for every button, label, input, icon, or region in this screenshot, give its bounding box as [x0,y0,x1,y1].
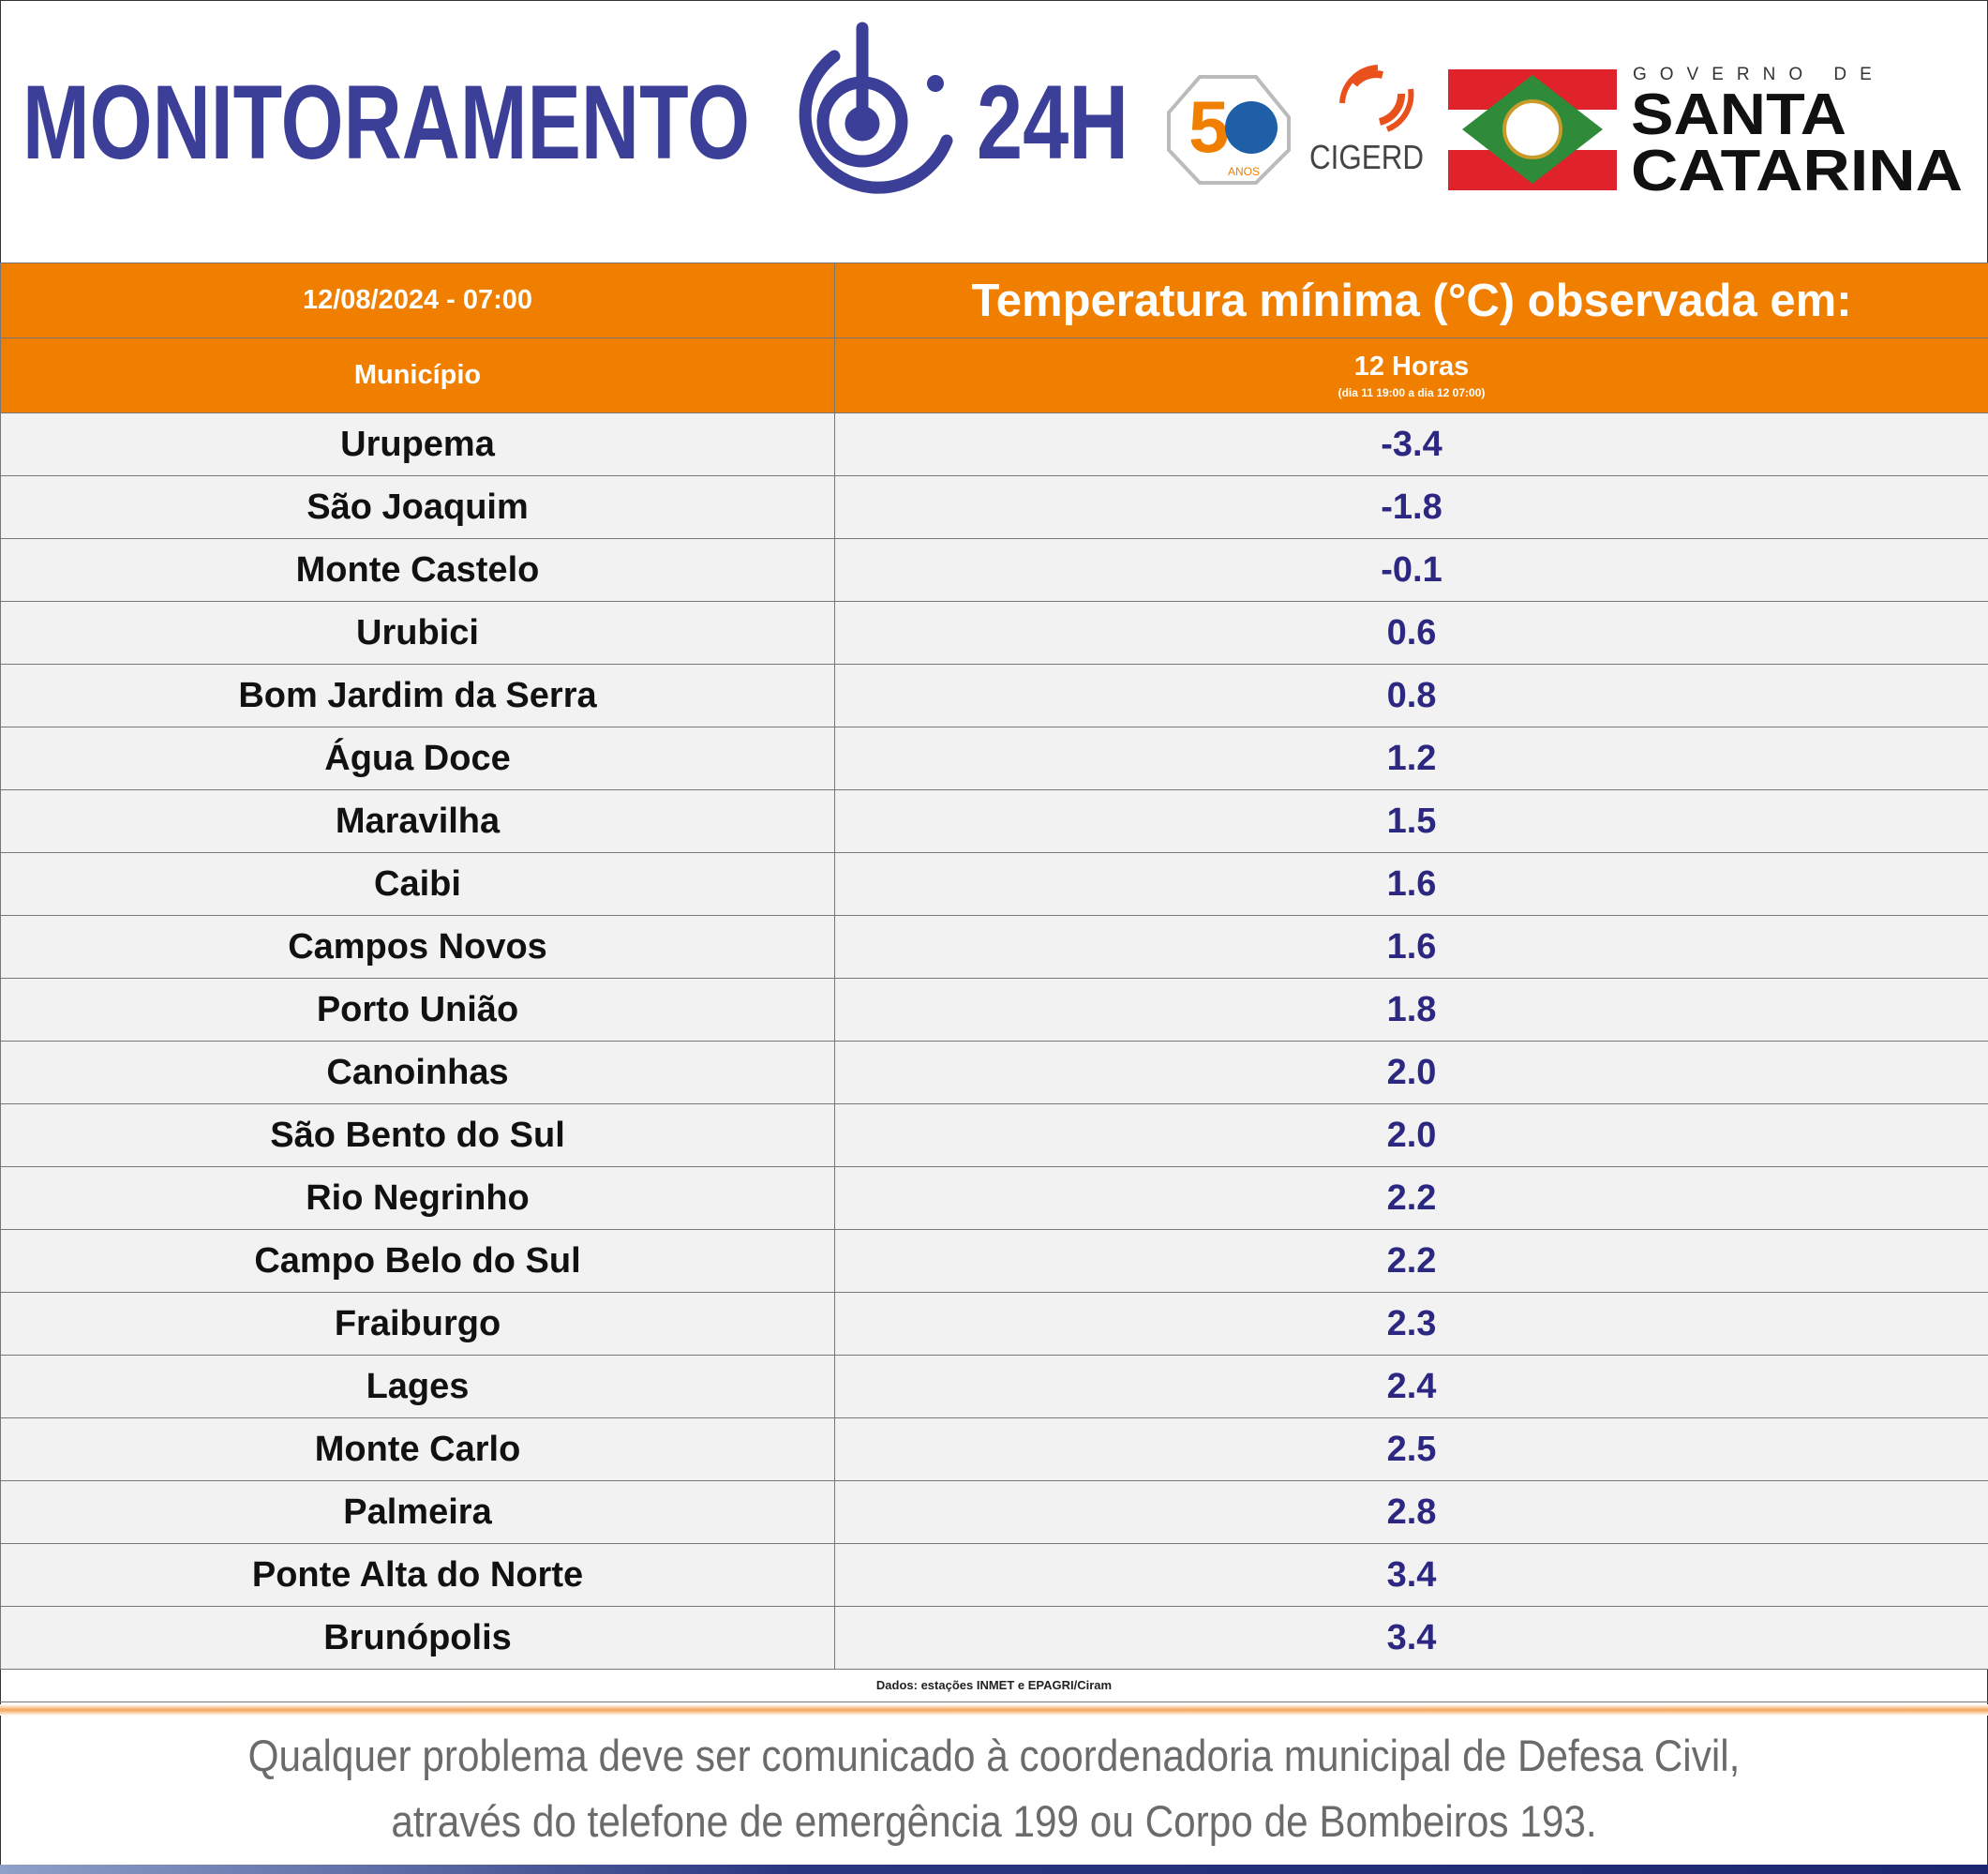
header: MONITORAMENTO 24H 5 ANOS CIGERD GOVERNO … [22,22,1963,203]
data-row: Urupema -3.4 [0,412,1988,476]
temperature: 1.8 [834,978,1988,1042]
temperature: -0.1 [834,538,1988,602]
data-row: Caibi 1.6 [0,852,1988,916]
municipality: Porto União [0,978,835,1042]
data-row: Rio Negrinho 2.2 [0,1166,1988,1230]
gov-prefix: GOVERNO DE [1633,65,1885,84]
col-period: 12 Horas [1353,352,1470,382]
data-row: Canoinhas 2.0 [0,1041,1988,1104]
municipality: Maravilha [0,789,835,853]
municipality: Água Doce [0,727,835,790]
municipality: Canoinhas [0,1041,835,1104]
municipality: Campos Novos [0,915,835,979]
column-row: Município 12 Horas (dia 11 19:00 a dia 1… [0,337,1988,413]
temperature: 2.4 [834,1355,1988,1418]
temperature: 3.4 [834,1543,1988,1607]
municipality: Rio Negrinho [0,1166,835,1230]
municipality: Ponte Alta do Norte [0,1543,835,1607]
data-row: Monte Carlo 2.5 [0,1417,1988,1481]
badge-50: 5 ANOS [1167,75,1291,185]
temperature: 1.5 [834,789,1988,853]
municipality: Urupema [0,412,835,476]
datetime: 12/08/2024 - 07:00 [0,262,835,338]
municipality: São Bento do Sul [0,1103,835,1167]
municipality: Lages [0,1355,835,1418]
header-row: 12/08/2024 - 07:00 Temperatura mínima (°… [0,262,1988,338]
municipality: Bom Jardim da Serra [0,664,835,727]
divider [0,1704,1988,1716]
cigerd: CIGERD [1309,138,1424,176]
temperature: 1.6 [834,915,1988,979]
logo-icon [799,22,953,194]
data-row: São Bento do Sul 2.0 [0,1103,1988,1167]
data-row: Monte Castelo -0.1 [0,538,1988,602]
temperature: 2.0 [834,1103,1988,1167]
data-row: Água Doce 1.2 [0,727,1988,790]
temperature: -3.4 [834,412,1988,476]
municipality: Fraiburgo [0,1292,835,1356]
source-note: Dados: estações INMET e EPAGRI/Ciram [0,1670,1988,1702]
municipality: Urubici [0,601,835,665]
data-row: Bom Jardim da Serra 0.8 [0,664,1988,727]
title-suffix: 24H [977,64,1129,181]
temperature: -1.8 [834,475,1988,539]
data-row: Campo Belo do Sul 2.2 [0,1229,1988,1293]
footer-line2: através do telefone de emergência 199 ou… [391,1796,1597,1846]
municipality: Caibi [0,852,835,916]
data-row: Fraiburgo 2.3 [0,1292,1988,1356]
title: MONITORAMENTO [22,64,750,181]
municipality: Campo Belo do Sul [0,1229,835,1293]
col-period-note: (dia 11 19:00 a dia 12 07:00) [1338,386,1486,399]
temperature: 2.8 [834,1480,1988,1544]
svg-text:5: 5 [1188,85,1229,168]
temperature: 2.3 [834,1292,1988,1356]
sc-flag [1448,69,1617,190]
gov-line1: SANTA [1631,82,1846,147]
footer-line1: Qualquer problema deve ser comunicado à … [247,1731,1741,1780]
bottom-bar [0,1865,1988,1874]
data-row: São Joaquim -1.8 [0,475,1988,539]
heading: Temperatura mínima (°C) observada em: [834,262,1988,338]
temperature-table: 12/08/2024 - 07:00 Temperatura mínima (°… [0,262,1988,1670]
temperature: 2.2 [834,1229,1988,1293]
municipality: Monte Carlo [0,1417,835,1481]
col-period-cell: 12 Horas (dia 11 19:00 a dia 12 07:00) [834,337,1988,413]
gov-line2: CATARINA [1631,139,1963,203]
temperature: 0.8 [834,664,1988,727]
data-row: Maravilha 1.5 [0,789,1988,853]
temperature: 2.0 [834,1041,1988,1104]
temperature: 0.6 [834,601,1988,665]
data-row: Lages 2.4 [0,1355,1988,1418]
data-row: Campos Novos 1.6 [0,915,1988,979]
data-row: Urubici 0.6 [0,601,1988,665]
cigerd-logo: CIGERD [1309,65,1424,176]
data-row: Palmeira 2.8 [0,1480,1988,1544]
municipality: Monte Castelo [0,538,835,602]
badge-anos: ANOS [1228,165,1260,178]
municipality: Brunópolis [0,1606,835,1670]
temperature: 3.4 [834,1606,1988,1670]
temperature: 1.6 [834,852,1988,916]
data-row: Ponte Alta do Norte 3.4 [0,1543,1988,1607]
temperature: 1.2 [834,727,1988,790]
col-municipio: Município [0,337,835,413]
municipality: Palmeira [0,1480,835,1544]
temperature: 2.5 [834,1417,1988,1481]
data-row: Brunópolis 3.4 [0,1606,1988,1670]
municipality: São Joaquim [0,475,835,539]
temperature: 2.2 [834,1166,1988,1230]
data-row: Porto União 1.8 [0,978,1988,1042]
